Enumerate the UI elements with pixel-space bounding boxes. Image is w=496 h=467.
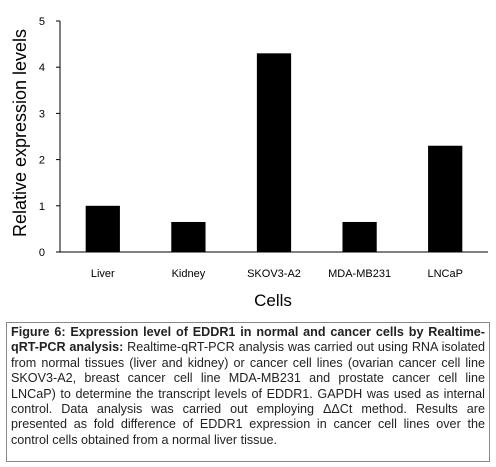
x-axis-title: Cells [254,291,292,310]
x-tick-label: SKOV3-A2 [247,268,301,280]
figure-caption: Figure 6: Expression level of EDDR1 in n… [6,322,490,462]
y-tick-label: 4 [39,62,45,74]
bar-lncap [428,145,463,252]
caption-body: Realtime-qRT-PCR analysis was carried ou… [11,340,485,447]
y-tick-label: 0 [39,247,45,259]
x-tick-label: Kidney [172,268,206,280]
y-axis-title: Relative expression levels [10,29,30,237]
y-tick-label: 1 [39,201,45,213]
y-tick-label: 5 [39,16,45,28]
y-tick-label: 2 [39,155,45,167]
y-axis-label: Relative expression levels [10,29,30,237]
bar-skov3-a2 [256,53,292,253]
x-axis-ticks: Liver Kidney SKOV3-A2 MDA-MB231 LNCaP [91,268,463,280]
bar-chart: Relative expression levels 0 1 2 3 4 5 Liver K… [10,16,488,310]
x-tick-label: Liver [91,268,115,280]
bars [85,53,463,253]
figure: Relative expression levels 0 1 2 3 4 5 Liver K… [10,16,488,310]
bar-kidney [171,221,206,252]
y-tick-label: 3 [39,108,45,120]
y-axis-ticks: 0 1 2 3 4 5 [39,16,60,259]
bar-mda-mb231 [342,221,377,252]
bar-liver [85,205,120,252]
caption-heading: Figure 6: Expression level of EDDR1 in n… [11,325,485,355]
x-tick-label: LNCaP [427,268,462,280]
x-tick-label: MDA-MB231 [328,268,391,280]
